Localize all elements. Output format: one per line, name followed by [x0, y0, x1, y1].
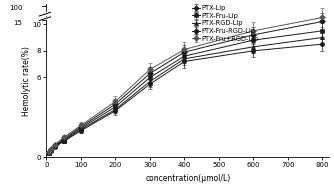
- Text: 100: 100: [9, 5, 22, 11]
- Legend: PTX-Lip, PTX-Fru-Lip, PTX-RGD-Lip, PTX-Fru-RGD-Lip, PTX-Fru+RGD-Lip: PTX-Lip, PTX-Fru-Lip, PTX-RGD-Lip, PTX-F…: [191, 4, 260, 42]
- X-axis label: concentration(μmol/L): concentration(μmol/L): [145, 174, 230, 183]
- Text: 15: 15: [13, 20, 22, 26]
- Y-axis label: Hemolytic rate(%): Hemolytic rate(%): [22, 46, 31, 116]
